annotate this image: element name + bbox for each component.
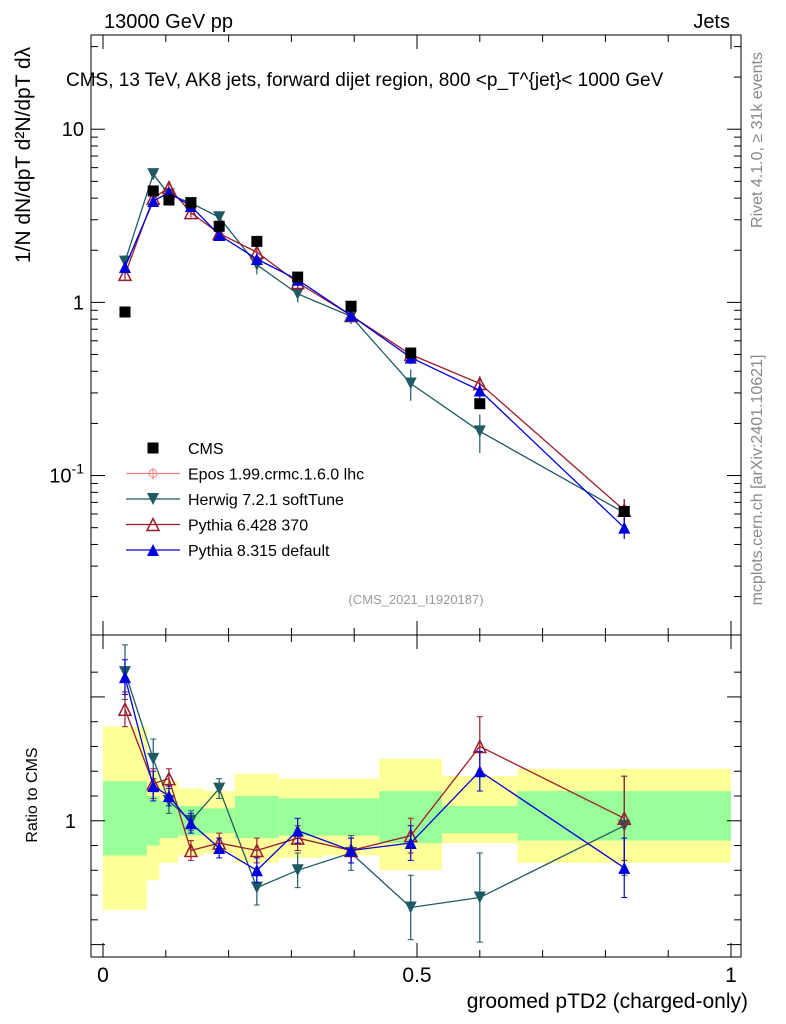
y-tick-label-ratio: 1: [65, 811, 76, 833]
band-inner: [159, 800, 179, 839]
data-point-herwig-2: [147, 168, 160, 181]
data-point-pythia-4: [147, 194, 160, 207]
band-inner: [146, 796, 160, 846]
ratio-point-pythia-4: [618, 861, 631, 874]
ratio-point-pythia-4: [118, 671, 131, 684]
data-point-cms-0: [163, 194, 175, 206]
ratio-point-pythia-3: [617, 810, 632, 826]
band-inner: [442, 805, 518, 834]
ratio-point-herwig-2: [291, 864, 304, 877]
series-line-herwig-2: [124, 172, 625, 514]
data-point-cms-0: [251, 235, 263, 247]
data-point-cms-0: [474, 398, 486, 410]
band-inner: [322, 798, 380, 836]
legend-label-cms-0: CMS: [188, 441, 224, 458]
data-point-cms-0: [185, 197, 197, 209]
chart-title: CMS, 13 TeV, AK8 jets, forward dijet reg…: [66, 70, 664, 91]
ratio-point-pythia-4: [404, 837, 417, 850]
legend-marker-herwig-2: [147, 493, 159, 505]
legend-label-pythia-4: Pythia 8.315 default: [188, 543, 330, 560]
y-axis-label-main-text: 1/N dN/dpT d²N/dpT dλ: [12, 46, 35, 263]
y-tick-label-main: 10: [62, 119, 84, 141]
ratio-point-herwig-2: [250, 881, 263, 894]
legend-label-epos-1: Epos 1.99.crmc.1.6.0 lhc: [188, 467, 364, 484]
y-tick-label-main: 10-1: [49, 461, 84, 488]
ratio-point-pythia-4: [162, 790, 175, 802]
ratio-point-pythia-4: [213, 842, 226, 855]
data-point-pythia-4: [345, 309, 358, 322]
mcplots-label: mcplots.cern.ch [arXiv:2401.10621]: [749, 355, 766, 606]
ratio-point-herwig-2: [404, 901, 417, 914]
ratio-point-herwig-2: [473, 891, 486, 904]
ratio-point-pythia-3: [183, 842, 199, 858]
axis-ticks: 0 0.5 1 10-1 1 10 1: [49, 35, 741, 987]
category-label: Jets: [693, 11, 730, 33]
analysis-watermark: (CMS_2021_I1920187): [348, 592, 483, 607]
band-inner: [203, 808, 235, 834]
ratio-point-pythia-3: [249, 842, 265, 858]
data-point-cms-0: [292, 271, 304, 283]
series-line-pythia-3: [124, 186, 625, 511]
y-axis-label-ratio: Ratio to CMS: [24, 747, 41, 842]
ratio-point-pythia-3: [290, 830, 305, 845]
legend-marker-epos-1: [147, 467, 159, 480]
data-point-pythia-4: [618, 521, 631, 534]
data-point-cms-0: [119, 306, 131, 318]
data-uncertainty-bands: [103, 726, 731, 910]
x-tick-label: 0: [97, 964, 109, 987]
ratio-point-pythia-4: [345, 844, 358, 857]
x-axis-label: groomed pTD2 (charged-only): [467, 990, 748, 1013]
ratio-point-pythia-4: [250, 864, 263, 877]
data-point-pythia-4: [473, 384, 486, 397]
data-point-pythia-3: [117, 266, 133, 282]
data-point-herwig-2: [291, 287, 304, 300]
legend-marker-cms-0: [147, 442, 159, 454]
y-axis-label-main: 1/N dN/dpT d²N/dpT dλ: [12, 46, 35, 263]
data-point-pythia-3: [183, 204, 199, 220]
x-tick-label: 1: [725, 964, 737, 987]
data-point-pythia-4: [118, 261, 131, 274]
data-point-pythia-4: [213, 228, 226, 241]
data-point-herwig-2: [473, 425, 486, 438]
band-inner: [103, 781, 147, 856]
data-point-cms-0: [405, 347, 417, 359]
energy-label: 13000 GeV pp: [104, 11, 233, 33]
ratio-point-pythia-3: [161, 770, 177, 786]
legend-label-pythia-3: Pythia 6.428 370: [188, 518, 308, 535]
band-inner: [234, 796, 279, 839]
ratio-point-pythia-4: [473, 765, 486, 778]
legend: CMS Epos 1.99.crmc.1.6.0 lhc Herwig 7.2.1 …: [126, 441, 364, 560]
ratio-point-pythia-4: [291, 824, 304, 837]
legend-marker-pythia-4: [147, 544, 159, 556]
data-point-pythia-4: [250, 253, 263, 266]
ratio-point-pythia-4: [147, 780, 160, 793]
band-inner: [278, 798, 323, 836]
series-markers: [117, 168, 632, 943]
data-point-cms-0: [345, 300, 357, 312]
legend-label-herwig-2: Herwig 7.2.1 softTune: [188, 492, 344, 509]
x-tick-label: 0.5: [402, 964, 431, 987]
ratio-point-herwig-2: [147, 752, 160, 765]
data-point-cms-0: [213, 220, 225, 232]
ratio-point-pythia-3: [117, 701, 133, 717]
data-point-herwig-2: [213, 211, 226, 224]
ratio-point-pythia-4: [184, 817, 197, 830]
ratio-point-herwig-2: [213, 782, 226, 795]
data-point-cms-0: [618, 505, 630, 517]
chart-title-text: CMS, 13 TeV, AK8 jets, forward dijet reg…: [66, 70, 664, 91]
rivet-label: Rivet 4.1.0, ≥ 31k events: [749, 52, 766, 228]
legend-marker-pythia-3: [145, 516, 161, 532]
y-tick-label-main: 1: [73, 292, 84, 314]
data-point-herwig-2: [404, 377, 417, 390]
data-point-cms-0: [147, 185, 159, 197]
